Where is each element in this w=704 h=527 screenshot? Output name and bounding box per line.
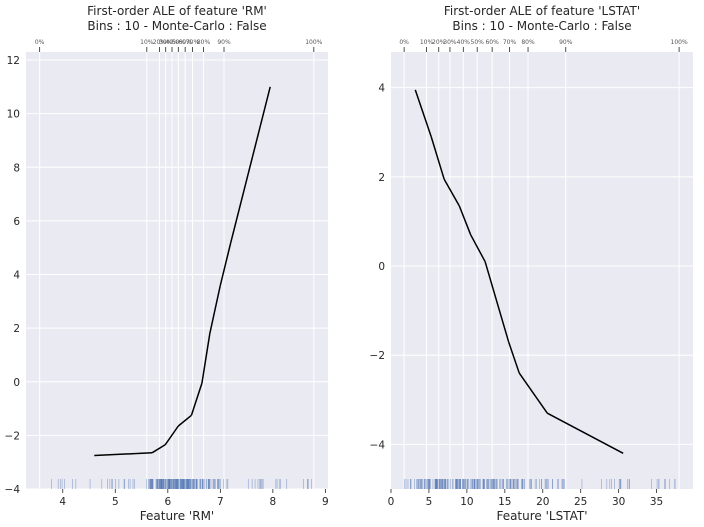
decile-label: 10% (140, 39, 154, 46)
decile-label: 40% (165, 39, 179, 46)
ale-segment (94, 452, 153, 457)
gridlines (26, 52, 328, 490)
x-tick-label: 10 (460, 496, 473, 508)
ale-segment (518, 372, 548, 414)
ale-line (94, 86, 271, 457)
x-tick-label: 6 (164, 496, 171, 508)
y-tick-label: 12 (7, 55, 20, 67)
y-tick-label: 4 (13, 270, 20, 282)
ale-segment (443, 178, 460, 207)
y-tick-label: −2 (5, 430, 20, 442)
decile-label: 90% (559, 39, 573, 46)
gridlines (391, 52, 693, 489)
chart-subtitle: Bins : 10 - Monte-Carlo : False (452, 19, 631, 33)
decile-label: 100% (671, 39, 688, 46)
plot-background (391, 52, 693, 489)
chart-title: First-order ALE of feature 'LSTAT' (444, 4, 640, 18)
decile-label: 40% (457, 39, 471, 46)
rug (404, 479, 676, 489)
ale-segment (164, 425, 179, 446)
decile-label: 70% (186, 39, 200, 46)
decile-label: 100% (305, 39, 322, 46)
x-tick-label: 15 (498, 496, 511, 508)
y-tick-label: 4 (378, 83, 385, 95)
x-tick-label: 8 (270, 496, 277, 508)
x-axis: 0 5 10 15 20 25 30 35 (388, 489, 663, 508)
x-tick-label: 20 (536, 496, 549, 508)
ale-segment (209, 285, 222, 334)
x-tick-label: 30 (612, 496, 625, 508)
decile-label: 90% (217, 39, 231, 46)
x-tick-label: 7 (217, 496, 224, 508)
x-axis-label: Feature 'LSTAT' (496, 509, 587, 523)
y-tick-label: 6 (13, 216, 20, 228)
ale-segment (190, 382, 203, 416)
x-tick-label: 5 (112, 496, 119, 508)
y-axis: −4 −2 0 2 4 (370, 83, 386, 452)
y-tick-label: −4 (5, 484, 21, 496)
decile-label: 20% (432, 39, 446, 46)
ale-segment (430, 136, 445, 180)
y-tick-label: 10 (7, 109, 20, 121)
ale-segment (230, 86, 271, 243)
y-tick-label: 0 (13, 377, 20, 389)
ale-segment (219, 242, 232, 286)
decile-label: 80% (521, 39, 535, 46)
chart-subtitle: Bins : 10 - Monte-Carlo : False (87, 19, 266, 33)
ale-rm-panel: 0% 10% 20%30%40%50%60%70%80% 90% 100% 4 5 6 7 8 9… (5, 4, 329, 523)
decile-axis: 0% 10%20%30%40%50%60% 70% 80% 90% 100% (399, 39, 688, 52)
ale-lstat-panel: 0% 10%20%30% 40% 50% 60% 70% 80% 90% 100% 0 5 10 15… (370, 4, 693, 523)
ale-segment (177, 414, 192, 427)
ale-segment (201, 333, 211, 384)
decile-label: 80% (197, 39, 211, 46)
ale-segment (470, 234, 486, 262)
y-tick-label: 2 (13, 323, 20, 335)
chart-title: First-order ALE of feature 'RM' (87, 4, 267, 18)
ale-segment (458, 205, 472, 236)
decile-label: 20% (153, 39, 167, 46)
y-tick-label: 8 (13, 162, 20, 174)
y-tick-label: −4 (370, 439, 386, 451)
y-tick-label: 0 (378, 261, 385, 273)
decile-label: 60% (485, 39, 499, 46)
ale-segment (484, 261, 510, 343)
decile-label: 50% (471, 39, 485, 46)
decile-axis: 0% 10%20%30%40%50%60%70%80% 90% 100% (35, 39, 323, 52)
plot-background (26, 52, 328, 489)
x-tick-label: 25 (574, 496, 587, 508)
x-tick-label: 4 (59, 496, 66, 508)
x-tick-label: 5 (426, 496, 433, 508)
x-tick-label: 0 (388, 496, 395, 508)
y-tick-label: 2 (378, 172, 385, 184)
decile-label: 0% (399, 39, 409, 46)
decile-label: 30% (443, 39, 457, 46)
decile-label: 30% (159, 39, 173, 46)
ale-segment (507, 341, 520, 374)
decile-label: 0% (35, 39, 45, 46)
ale-segment (414, 89, 432, 137)
y-tick-label: −2 (370, 350, 385, 362)
x-tick-label: 35 (650, 496, 663, 508)
y-axis: −4 −2 0 2 4 6 8 10 12 (5, 55, 21, 496)
x-axis-label: Feature 'RM' (140, 509, 214, 523)
x-axis: 4 5 6 7 8 9 (59, 489, 329, 508)
decile-label: 10% (420, 39, 434, 46)
decile-label: 60% (178, 39, 192, 46)
decile-label: 70% (503, 39, 517, 46)
ale-segment (151, 444, 166, 454)
ale-line (414, 89, 624, 454)
rug (51, 479, 312, 489)
ale-segment (546, 412, 624, 454)
x-tick-label: 9 (322, 496, 329, 508)
decile-label: 50% (172, 39, 186, 46)
